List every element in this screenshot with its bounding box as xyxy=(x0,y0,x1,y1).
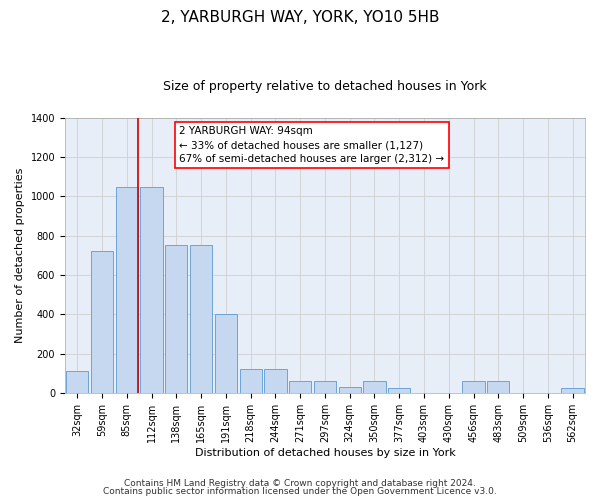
Bar xyxy=(215,314,237,393)
X-axis label: Distribution of detached houses by size in York: Distribution of detached houses by size … xyxy=(194,448,455,458)
Bar xyxy=(463,381,485,393)
Bar xyxy=(264,370,287,393)
Bar xyxy=(562,388,584,393)
Bar xyxy=(314,381,336,393)
Bar xyxy=(116,186,138,393)
Y-axis label: Number of detached properties: Number of detached properties xyxy=(15,168,25,343)
Bar xyxy=(165,246,187,393)
Bar xyxy=(388,388,410,393)
Bar xyxy=(239,370,262,393)
Bar xyxy=(487,381,509,393)
Bar xyxy=(91,252,113,393)
Bar xyxy=(289,381,311,393)
Text: 2, YARBURGH WAY, YORK, YO10 5HB: 2, YARBURGH WAY, YORK, YO10 5HB xyxy=(161,10,439,25)
Text: Contains HM Land Registry data © Crown copyright and database right 2024.: Contains HM Land Registry data © Crown c… xyxy=(124,478,476,488)
Title: Size of property relative to detached houses in York: Size of property relative to detached ho… xyxy=(163,80,487,93)
Text: Contains public sector information licensed under the Open Government Licence v3: Contains public sector information licen… xyxy=(103,487,497,496)
Text: 2 YARBURGH WAY: 94sqm
← 33% of detached houses are smaller (1,127)
67% of semi-d: 2 YARBURGH WAY: 94sqm ← 33% of detached … xyxy=(179,126,445,164)
Bar xyxy=(364,381,386,393)
Bar xyxy=(190,246,212,393)
Bar xyxy=(338,387,361,393)
Bar xyxy=(140,186,163,393)
Bar xyxy=(66,371,88,393)
